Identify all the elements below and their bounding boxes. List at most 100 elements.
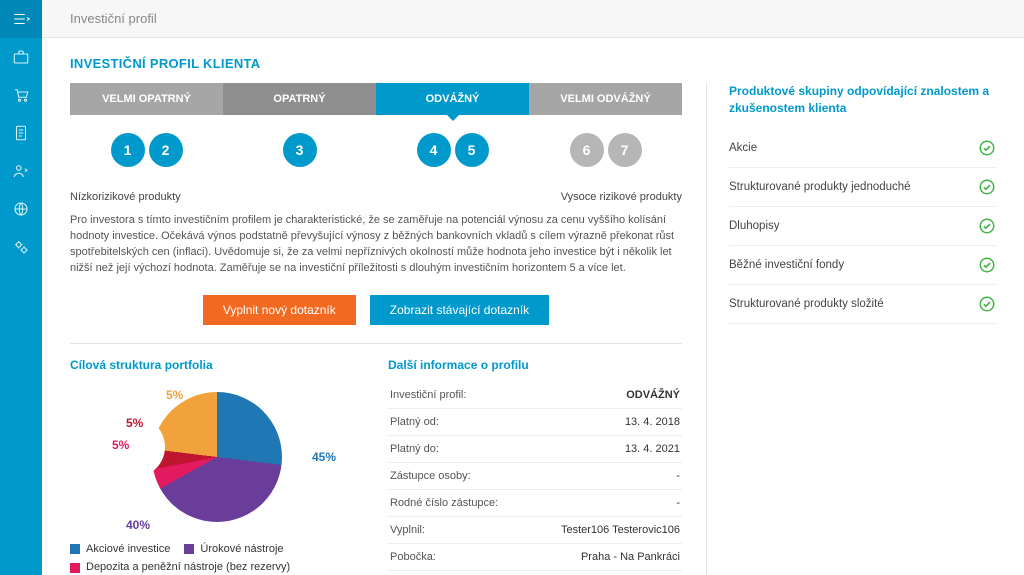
info-value[interactable]: Tester106 Testerovic106 <box>528 516 682 543</box>
show-existing-questionnaire-button[interactable]: Zobrazit stávající dotazník <box>370 295 549 325</box>
step-2[interactable]: 2 <box>149 133 183 167</box>
step-7[interactable]: 7 <box>608 133 642 167</box>
info-label: Platný do: <box>388 435 528 462</box>
product-groups-title: Produktové skupiny odpovídající znaloste… <box>729 83 996 117</box>
product-row: Běžné investiční fondy <box>729 246 996 285</box>
chart-pct-1: 45% <box>312 450 336 464</box>
check-icon <box>978 295 996 313</box>
info-value: 13. 4. 2018 <box>528 408 682 435</box>
legend-swatch <box>70 563 80 573</box>
product-name: Dluhopisy <box>729 220 780 232</box>
profile-tab-bold[interactable]: ODVÁŽNÝ <box>376 83 529 115</box>
info-value: ODVÁŽNÝ <box>528 382 682 409</box>
product-row: Dluhopisy <box>729 207 996 246</box>
product-name: Strukturované produkty složité <box>729 298 884 310</box>
legend-swatch <box>70 544 80 554</box>
page-title: Investiční profil <box>70 11 157 26</box>
profile-info-title: Další informace o profilu <box>388 358 682 372</box>
document-icon <box>12 124 30 142</box>
portfolio-title: Cílová struktura portfolia <box>70 358 364 372</box>
gears-icon <box>12 238 30 256</box>
product-row: Strukturované produkty složité <box>729 285 996 324</box>
profile-tabs: VELMI OPATRNÝ OPATRNÝ ODVÁŽNÝ VELMI ODVÁ… <box>70 83 682 115</box>
legend-item: Úrokové nástroje <box>184 540 283 559</box>
tab-label: VELMI ODVÁŽNÝ <box>560 93 650 105</box>
info-label: Rodné číslo zástupce: <box>388 489 528 516</box>
nav-user[interactable] <box>0 152 42 190</box>
info-value: - <box>528 489 682 516</box>
legend-label: Akciové investice <box>86 540 170 559</box>
step-number: 6 <box>583 142 591 158</box>
hamburger-icon <box>12 10 30 28</box>
profile-tab-very-careful[interactable]: VELMI OPATRNÝ <box>70 83 223 115</box>
step-number: 7 <box>621 142 629 158</box>
info-row: Platný do:13. 4. 2021 <box>388 435 682 462</box>
tab-label: ODVÁŽNÝ <box>426 93 480 105</box>
button-label: Vyplnit nový dotazník <box>223 303 336 317</box>
info-row: Vyplnil:Tester106 Testerovic106 <box>388 516 682 543</box>
step-6[interactable]: 6 <box>570 133 604 167</box>
step-number: 1 <box>124 142 132 158</box>
info-value: Praha - Na Pankráci <box>528 543 682 570</box>
step-1[interactable]: 1 <box>111 133 145 167</box>
step-number: 3 <box>296 142 304 158</box>
step-5[interactable]: 5 <box>455 133 489 167</box>
info-row: Zástupce osoby:- <box>388 462 682 489</box>
product-name: Strukturované produkty jednoduché <box>729 181 911 193</box>
menu-toggle[interactable] <box>0 0 42 38</box>
portfolio-panel: Cílová struktura portfolia 45% 40% 5% 5%… <box>70 358 364 575</box>
section-title: INVESTIČNÍ PROFIL KLIENTA <box>70 56 996 71</box>
legend-label: Depozita a peněžní nástroje (bez rezervy… <box>86 558 290 575</box>
legend-swatch <box>184 544 194 554</box>
nav-briefcase[interactable] <box>0 38 42 76</box>
step-number: 5 <box>468 142 476 158</box>
tab-label: VELMI OPATRNÝ <box>102 93 191 105</box>
nav-cart[interactable] <box>0 76 42 114</box>
info-label: Investiční profil: <box>388 382 528 409</box>
info-value: 13. 4. 2021 <box>528 435 682 462</box>
profile-info-table: Investiční profil:ODVÁŽNÝPlatný od:13. 4… <box>388 382 682 571</box>
sidebar <box>0 0 42 575</box>
legend-item: Akciové investice <box>70 540 170 559</box>
check-icon <box>978 178 996 196</box>
step-3[interactable]: 3 <box>283 133 317 167</box>
step-number: 4 <box>430 142 438 158</box>
chart-pct-4: 5% <box>126 416 143 430</box>
portfolio-legend: Akciové investice Úrokové nástrojeDepozit… <box>70 540 364 575</box>
legend-item: Depozita a peněžní nástroje (bez rezervy… <box>70 558 290 575</box>
info-label: Pobočka: <box>388 543 528 570</box>
fill-new-questionnaire-button[interactable]: Vyplnit nový dotazník <box>203 295 356 325</box>
nav-settings[interactable] <box>0 228 42 266</box>
topbar: Investiční profil <box>42 0 1024 38</box>
scale-right-label: Vysoce rizikové produkty <box>561 191 682 203</box>
briefcase-icon <box>12 48 30 66</box>
product-groups-panel: Produktové skupiny odpovídající znaloste… <box>706 83 996 575</box>
risk-steps: 1 2 3 4 5 6 7 <box>70 133 682 187</box>
globe-icon <box>12 200 30 218</box>
product-row: Akcie <box>729 129 996 168</box>
profile-tab-careful[interactable]: OPATRNÝ <box>223 83 376 115</box>
chart-pct-5: 5% <box>166 388 183 402</box>
info-row: Investiční profil:ODVÁŽNÝ <box>388 382 682 409</box>
nav-globe[interactable] <box>0 190 42 228</box>
main: Investiční profil INVESTIČNÍ PROFIL KLIE… <box>42 0 1024 575</box>
profile-info-panel: Další informace o profilu Investiční pro… <box>388 358 682 575</box>
info-label: Platný od: <box>388 408 528 435</box>
product-row: Strukturované produkty jednoduché <box>729 168 996 207</box>
scale-left-label: Nízkorizikové produkty <box>70 191 181 203</box>
nav-document[interactable] <box>0 114 42 152</box>
info-value: - <box>528 462 682 489</box>
info-row: Platný od:13. 4. 2018 <box>388 408 682 435</box>
info-row: Pobočka:Praha - Na Pankráci <box>388 543 682 570</box>
profile-tab-very-bold[interactable]: VELMI ODVÁŽNÝ <box>529 83 682 115</box>
chart-pct-2: 40% <box>126 518 150 532</box>
portfolio-donut-chart: 45% 40% 5% 5% 5% <box>70 382 364 532</box>
product-name: Běžné investiční fondy <box>729 259 844 271</box>
legend-label: Úrokové nástroje <box>200 540 283 559</box>
check-icon <box>978 217 996 235</box>
step-4[interactable]: 4 <box>417 133 451 167</box>
cart-icon <box>12 86 30 104</box>
check-icon <box>978 256 996 274</box>
check-icon <box>978 139 996 157</box>
info-label: Vyplnil: <box>388 516 528 543</box>
